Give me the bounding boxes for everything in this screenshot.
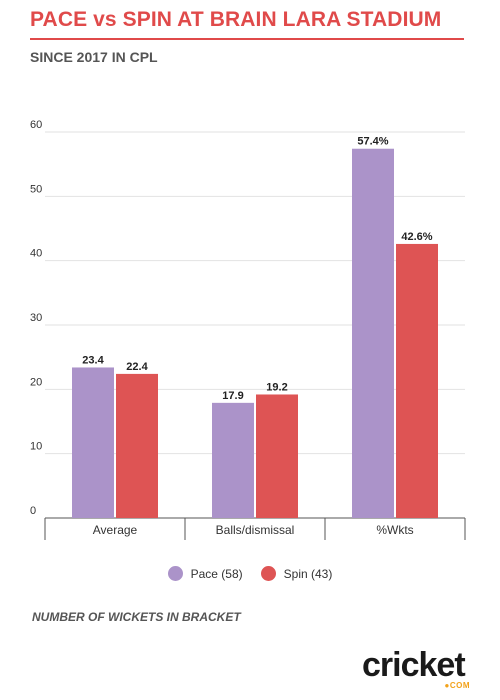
data-label: 19.2 bbox=[266, 381, 287, 393]
logo-wordmark: cricket bbox=[362, 646, 466, 684]
chart-title: PACE vs SPIN AT BRAIN LARA STADIUM bbox=[30, 8, 442, 31]
data-label: 22.4 bbox=[126, 361, 148, 373]
legend: Pace (58) Spin (43) bbox=[0, 566, 500, 581]
x-category-label: Balls/dismissal bbox=[216, 523, 295, 537]
chart-subtitle: SINCE 2017 IN CPL bbox=[30, 49, 158, 65]
data-label: 42.6% bbox=[401, 231, 432, 243]
x-category-label: Average bbox=[93, 523, 138, 537]
x-category-label: %Wkts bbox=[376, 523, 413, 537]
y-tick-label: 40 bbox=[30, 248, 42, 260]
bar-spin bbox=[116, 373, 158, 518]
legend-label-pace: Pace (58) bbox=[190, 566, 243, 581]
legend-swatch-spin bbox=[260, 566, 276, 581]
legend-item-pace: Pace (58) bbox=[167, 566, 243, 581]
title-underline bbox=[30, 38, 464, 40]
data-label: 23.4 bbox=[82, 354, 104, 366]
data-label: 57.4% bbox=[357, 136, 388, 148]
y-tick-label: 20 bbox=[30, 376, 42, 388]
bar-spin bbox=[256, 394, 298, 518]
footnote: NUMBER OF WICKETS IN BRACKET bbox=[32, 610, 241, 624]
legend-swatch-pace bbox=[167, 566, 183, 581]
cricket-com-logo: cricket ●COM bbox=[362, 648, 472, 692]
y-tick-label: 60 bbox=[30, 119, 42, 131]
y-tick-label: 30 bbox=[30, 312, 42, 324]
bar-chart: 0 10 20 30 40 50 60 23.4 22.4 Average 17.9 19.2 Ball… bbox=[30, 119, 466, 540]
legend-label-spin: Spin (43) bbox=[283, 566, 333, 581]
bar-pace bbox=[212, 402, 254, 518]
legend-item-spin: Spin (43) bbox=[260, 566, 333, 581]
logo-suffix: ●COM bbox=[444, 681, 470, 690]
data-label: 17.9 bbox=[222, 390, 243, 402]
y-tick-label: 10 bbox=[30, 441, 42, 453]
y-tick-label: 50 bbox=[30, 183, 42, 195]
bar-pace bbox=[352, 148, 394, 518]
bar-spin bbox=[396, 243, 438, 518]
bar-pace bbox=[72, 367, 114, 518]
y-tick-label: 0 bbox=[30, 505, 36, 517]
